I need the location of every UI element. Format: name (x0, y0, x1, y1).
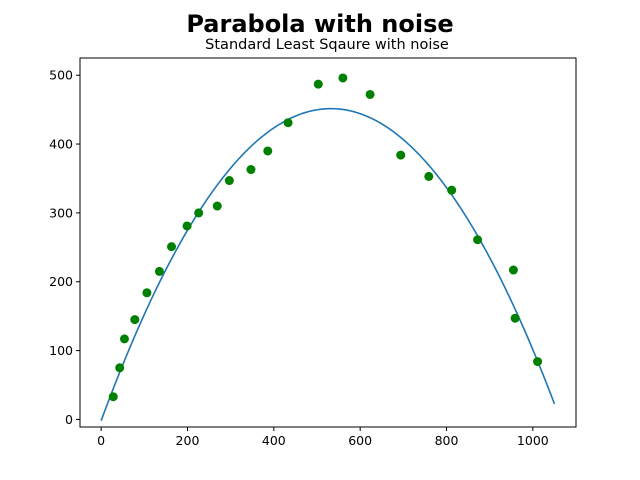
scatter-point (338, 73, 348, 83)
scatter-point (424, 171, 434, 181)
scatter-point (510, 313, 520, 323)
scatter-point (263, 146, 273, 156)
y-tick-label: 300 (49, 205, 73, 220)
chart-subtitle: Standard Least Sqaure with noise (205, 37, 449, 53)
y-tick-label: 200 (49, 274, 73, 289)
y-tick-label: 500 (49, 68, 73, 83)
scatter-point (167, 242, 177, 252)
scatter-point (508, 265, 518, 275)
scatter-point (246, 165, 256, 175)
chart-title: Parabola with noise (186, 10, 453, 38)
fit-curve-layer (100, 107, 556, 421)
x-tick-label: 200 (176, 433, 200, 448)
scatter-point (154, 266, 164, 276)
y-tick-label: 0 (65, 412, 73, 427)
scatter-point (447, 185, 457, 195)
scatter-points-layer (108, 73, 543, 402)
scatter-point (108, 392, 118, 402)
x-tick-label: 1000 (517, 433, 549, 448)
axes: 0 200 400 600 800 1000 0 100 200 300 400 500 (49, 57, 577, 448)
fit-curve (100, 107, 556, 421)
y-tick-label: 400 (49, 137, 73, 152)
scatter-point (224, 176, 234, 186)
scatter-point (533, 357, 543, 367)
scatter-point (283, 118, 293, 128)
x-tick-label: 600 (348, 433, 372, 448)
scatter-point (130, 315, 140, 325)
scatter-point (115, 363, 125, 373)
scatter-point (119, 334, 129, 344)
scatter-point (194, 208, 204, 218)
scatter-point (142, 288, 152, 298)
axes-frame (79, 57, 577, 428)
scatter-point (182, 221, 192, 231)
x-tick-label: 800 (435, 433, 459, 448)
scatter-point (473, 235, 483, 245)
scatter-point (396, 150, 406, 160)
scatter-point (313, 79, 323, 89)
y-tick-label: 100 (49, 343, 73, 358)
x-tick-label: 400 (262, 433, 286, 448)
x-tick-label: 0 (97, 433, 105, 448)
scatter-point (365, 89, 375, 99)
scatter-point (212, 201, 222, 211)
